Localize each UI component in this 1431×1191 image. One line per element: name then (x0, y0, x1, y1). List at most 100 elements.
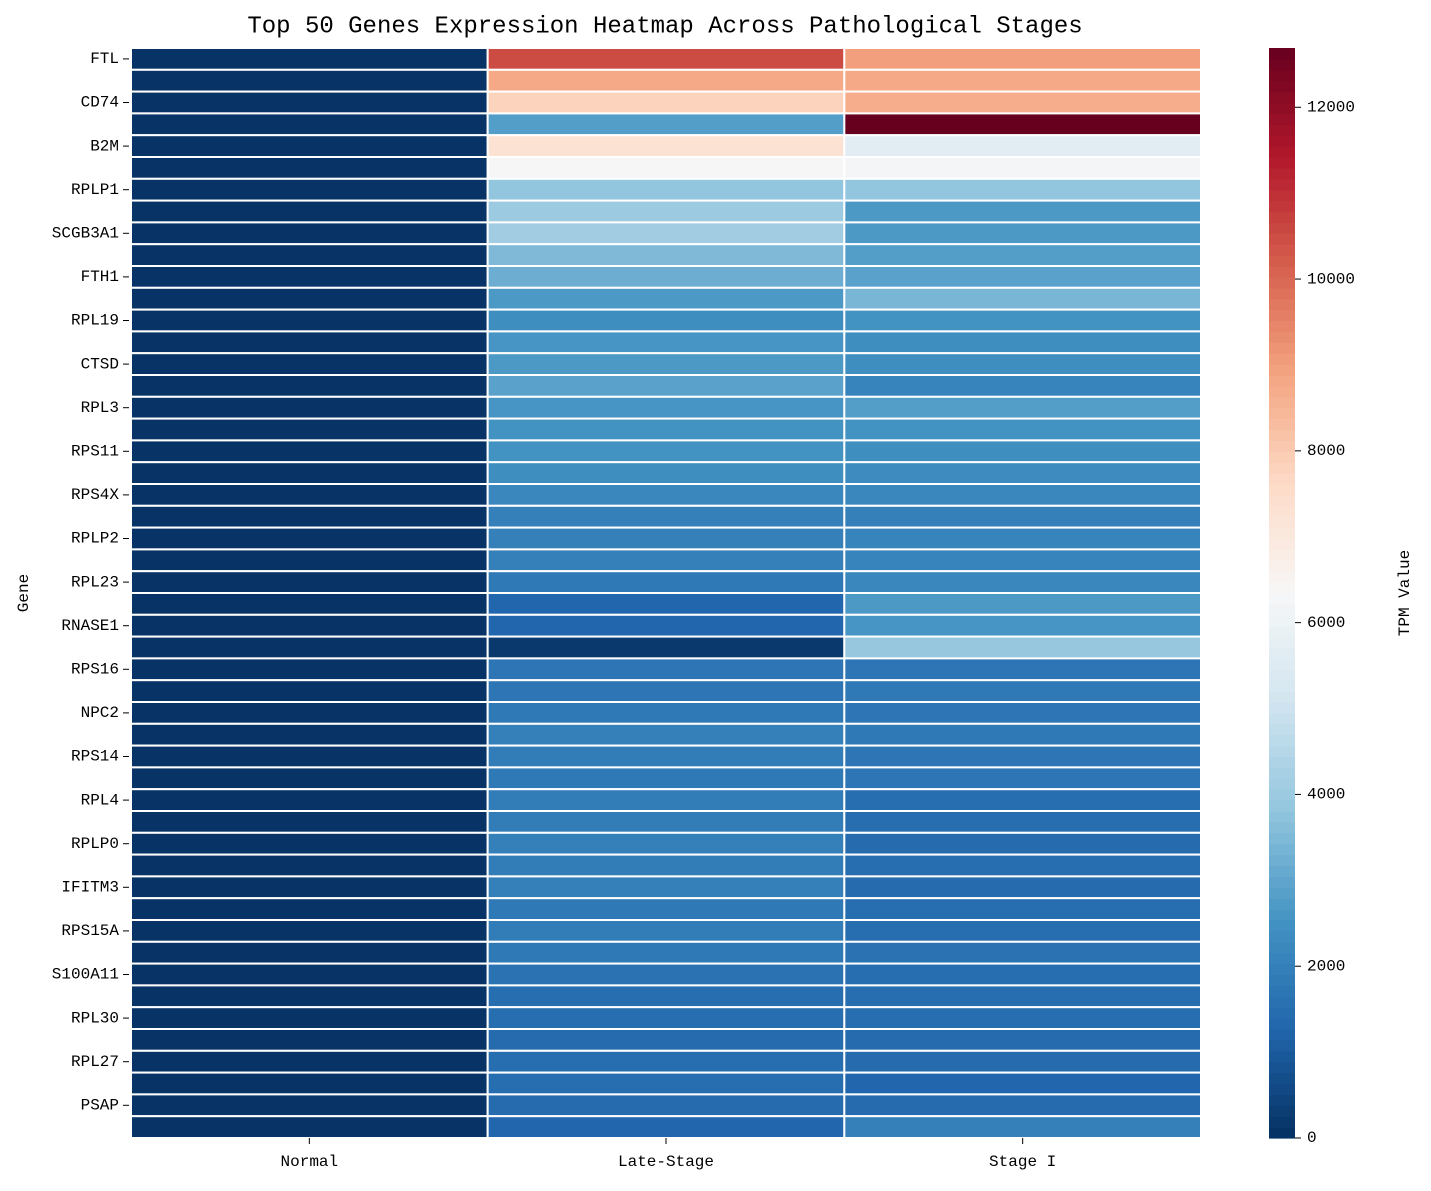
colorbar-segment (1269, 593, 1295, 605)
colorbar-segment (1269, 113, 1295, 125)
y-tick-label: RPS16 (71, 661, 119, 679)
colorbar-segment (1269, 1018, 1295, 1030)
heatmap-cell (486, 221, 846, 246)
heatmap-cell (486, 1028, 846, 1052)
heatmap-cell (130, 744, 489, 769)
colorbar-segment (1269, 266, 1295, 278)
heatmap-cell (486, 68, 846, 93)
heatmap-cell (486, 156, 846, 180)
colorbar-segment (1269, 331, 1295, 343)
heatmap-cell (486, 853, 846, 878)
heatmap-cell (843, 483, 1202, 507)
heatmap-cell (843, 374, 1202, 398)
y-tick-label: RPLP1 (71, 181, 119, 199)
colorbar-segment (1269, 178, 1295, 191)
heatmap-cell (486, 504, 846, 529)
colorbar-segment (1269, 691, 1295, 703)
colorbar-segment (1269, 745, 1295, 758)
heatmap-cell (843, 395, 1202, 420)
colorbar-segment (1269, 407, 1295, 420)
heatmap-cell (130, 526, 489, 551)
colorbar-segment (1269, 887, 1295, 899)
colorbar-segment (1269, 832, 1295, 845)
heatmap-cell (843, 526, 1202, 551)
colorbar-segment (1269, 560, 1295, 572)
colorbar-segment (1269, 909, 1295, 921)
heatmap-cell (130, 47, 489, 71)
colorbar-segment (1269, 538, 1295, 550)
heatmap-cell (843, 853, 1202, 878)
x-tick-label: Late-Stage (618, 1153, 714, 1171)
colorbar-segment (1269, 91, 1295, 104)
colorbar-segment (1269, 58, 1295, 71)
heatmap-cell (843, 47, 1202, 71)
heatmap-cell (486, 265, 846, 289)
heatmap-cell (130, 395, 489, 420)
colorbar-segment (1269, 244, 1295, 256)
heatmap-cell (130, 701, 489, 725)
heatmap-cell (486, 897, 846, 922)
heatmap-cell (843, 1093, 1202, 1118)
colorbar-segment (1269, 211, 1295, 223)
heatmap-cell (130, 1049, 489, 1074)
heatmap-cell (130, 68, 489, 93)
heatmap-cell (486, 962, 846, 987)
heatmap-cell (843, 875, 1202, 900)
colorbar-segment (1269, 658, 1295, 670)
colorbar-segment (1269, 680, 1295, 692)
heatmap-cell (130, 504, 489, 529)
y-tick-label: CD74 (81, 94, 119, 112)
heatmap-cell (843, 1115, 1202, 1139)
colorbar-segment (1269, 189, 1295, 202)
heatmap-cell (843, 221, 1202, 246)
x-tick-label: Stage I (989, 1153, 1056, 1171)
y-tick-label: RPS14 (71, 748, 119, 766)
heatmap-cell (130, 722, 489, 747)
colorbar-segment (1269, 364, 1295, 376)
heatmap-cell (130, 657, 489, 682)
colorbar-segment (1269, 222, 1295, 234)
heatmap-cell (843, 177, 1202, 202)
colorbar-segment (1269, 734, 1295, 747)
colorbar-segment (1269, 985, 1295, 997)
x-tick-label: Normal (281, 1153, 339, 1171)
colorbar-tick-label: 4000 (1307, 786, 1345, 804)
colorbar-segment (1269, 48, 1295, 60)
heatmap-cell (130, 243, 489, 267)
heatmap-cell (843, 919, 1202, 943)
colorbar-segment (1269, 298, 1295, 311)
colorbar-segment (1269, 69, 1295, 82)
colorbar-segment (1269, 505, 1295, 518)
colorbar-segment (1269, 484, 1295, 496)
heatmap-cell (130, 548, 489, 573)
heatmap-cell (130, 613, 489, 638)
heatmap-cell (486, 134, 846, 158)
colorbar-segment (1269, 811, 1295, 823)
colorbar-tick-label: 2000 (1307, 957, 1345, 975)
heatmap-cell (843, 286, 1202, 311)
heatmap-cell (843, 199, 1202, 224)
heatmap-cell (486, 461, 846, 486)
colorbar-segment (1269, 473, 1295, 485)
colorbar-segment (1269, 146, 1295, 158)
heatmap-cell (486, 417, 846, 442)
heatmap-cell (130, 112, 489, 137)
colorbar-segment (1269, 396, 1295, 409)
heatmap-cell (130, 1093, 489, 1118)
heatmap-cell (486, 352, 846, 377)
heatmap-cell (843, 330, 1202, 355)
colorbar-segment (1269, 614, 1295, 627)
colorbar-segment (1269, 930, 1295, 943)
y-tick-label: PSAP (81, 1097, 119, 1115)
colorbar-segment (1269, 287, 1295, 300)
colorbar-segment (1269, 549, 1295, 561)
heatmap-cell (843, 504, 1202, 529)
colorbar-segment (1269, 342, 1295, 354)
colorbar-segment (1269, 200, 1295, 213)
heatmap-cell (843, 417, 1202, 442)
heatmap-cell (130, 352, 489, 377)
heatmap-cell (843, 722, 1202, 747)
colorbar-tick-label: 10000 (1307, 270, 1355, 288)
heatmap-cell (486, 1071, 846, 1096)
heatmap-cell (843, 112, 1202, 137)
